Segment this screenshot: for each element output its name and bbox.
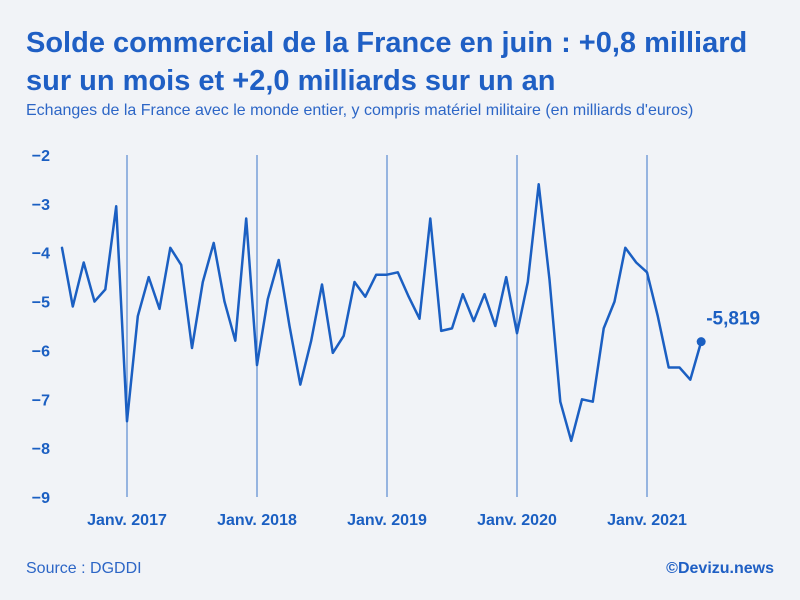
- series-line: [60, 183, 703, 443]
- chart-subtitle: Echanges de la France avec le monde enti…: [26, 102, 694, 119]
- last-point-label: -5,819: [706, 309, 760, 330]
- x-tick-label: Janv. 2018: [217, 512, 297, 529]
- y-tick-label: −5: [32, 295, 50, 312]
- y-tick-label: −6: [32, 343, 50, 360]
- x-tick-label: Janv. 2017: [87, 512, 167, 529]
- last-data-point: [696, 337, 706, 347]
- source-note: Source : DGDDI: [26, 560, 142, 577]
- x-tick-label: Janv. 2019: [347, 512, 427, 529]
- x-tick-label: Janv. 2020: [477, 512, 557, 529]
- chart-title: Solde commercial de la France en juin : …: [26, 27, 748, 97]
- y-tick-label: −3: [32, 197, 50, 214]
- x-tick-label: Janv. 2021: [607, 512, 687, 529]
- brand-logo-text: ©Devizu.news: [666, 560, 774, 577]
- y-tick-label: −2: [32, 148, 50, 165]
- y-tick-label: −9: [32, 490, 50, 507]
- y-tick-label: −4: [32, 246, 50, 263]
- y-tick-label: −7: [32, 392, 50, 409]
- y-tick-label: −8: [32, 441, 50, 458]
